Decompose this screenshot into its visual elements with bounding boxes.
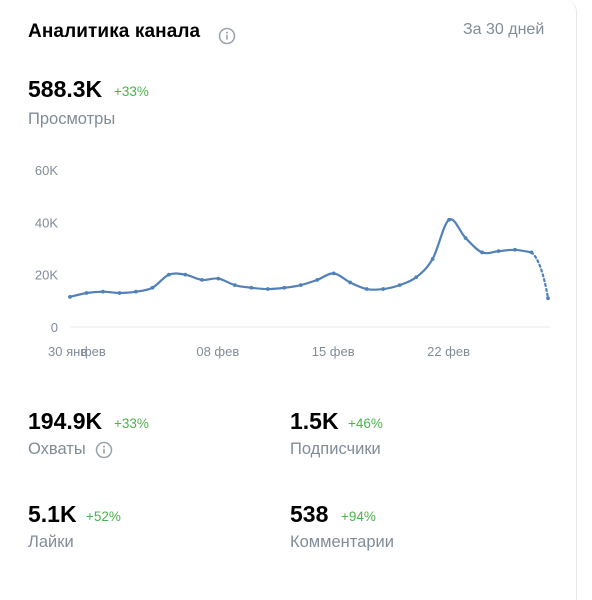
data-point[interactable] — [150, 285, 155, 290]
y-tick-label: 0 — [51, 320, 58, 335]
views-series-forecast-line — [530, 251, 550, 300]
data-point[interactable] — [529, 250, 534, 255]
x-tick-label: 08 фев — [196, 344, 239, 359]
data-point[interactable] — [348, 280, 353, 285]
data-point[interactable] — [117, 291, 122, 295]
likes-label: Лайки — [28, 533, 74, 551]
comments-value: 538 — [290, 501, 329, 527]
likes-delta: +52% — [86, 509, 121, 524]
data-point[interactable] — [381, 287, 386, 291]
data-point[interactable] — [134, 289, 138, 294]
data-point[interactable] — [546, 296, 550, 301]
data-point[interactable] — [265, 287, 270, 291]
card-title: Аналитика канала — [28, 21, 201, 42]
data-point[interactable] — [68, 295, 72, 299]
x-tick-label: 15 фев — [312, 344, 355, 359]
data-point[interactable] — [232, 283, 237, 288]
data-point[interactable] — [216, 276, 221, 281]
data-point[interactable] — [397, 283, 402, 288]
data-point[interactable] — [496, 249, 501, 254]
data-point[interactable] — [101, 289, 105, 294]
x-tick-label: фев — [81, 344, 106, 359]
data-point[interactable] — [364, 287, 369, 291]
subscribers-delta: +46% — [348, 416, 383, 431]
data-point[interactable] — [331, 271, 336, 276]
data-point[interactable] — [84, 291, 89, 295]
data-point[interactable] — [315, 278, 320, 282]
data-point[interactable] — [463, 236, 468, 240]
data-point[interactable] — [282, 285, 287, 290]
data-point[interactable] — [199, 278, 204, 282]
views-delta: +33% — [114, 84, 149, 99]
comments-label: Комментарии — [290, 533, 394, 551]
reach-value: 194.9K — [28, 408, 103, 434]
views-value: 588.3K — [28, 76, 103, 102]
reach-label: Охваты — [28, 440, 86, 458]
y-tick-label: 60K — [35, 163, 58, 178]
x-tick-label: 22 фев — [427, 344, 470, 359]
data-point[interactable] — [183, 272, 188, 277]
data-point[interactable] — [447, 217, 452, 222]
subscribers-label: Подписчики — [290, 440, 381, 458]
period-selector[interactable]: За 30 дней — [463, 21, 545, 38]
subscribers-value: 1.5K — [290, 408, 339, 434]
data-point[interactable] — [298, 283, 303, 288]
reach-delta: +33% — [114, 416, 149, 431]
views-label: Просмотры — [28, 110, 116, 128]
likes-value: 5.1K — [28, 501, 77, 527]
data-point[interactable] — [513, 247, 517, 252]
info-icon[interactable] — [218, 27, 236, 45]
comments-delta: +94% — [341, 509, 376, 524]
reach-info-icon[interactable] — [95, 441, 113, 459]
y-tick-label: 20K — [35, 268, 58, 283]
y-tick-label: 40K — [35, 215, 58, 230]
channel-analytics-card: Аналитика канала За 30 дней 588.3K +33% … — [28, 0, 577, 600]
data-point[interactable] — [414, 275, 419, 280]
data-point[interactable] — [249, 285, 254, 290]
data-point[interactable] — [430, 257, 435, 261]
x-tick-label: 30 янв — [48, 344, 87, 359]
data-point[interactable] — [166, 272, 171, 277]
data-point[interactable] — [480, 250, 484, 255]
